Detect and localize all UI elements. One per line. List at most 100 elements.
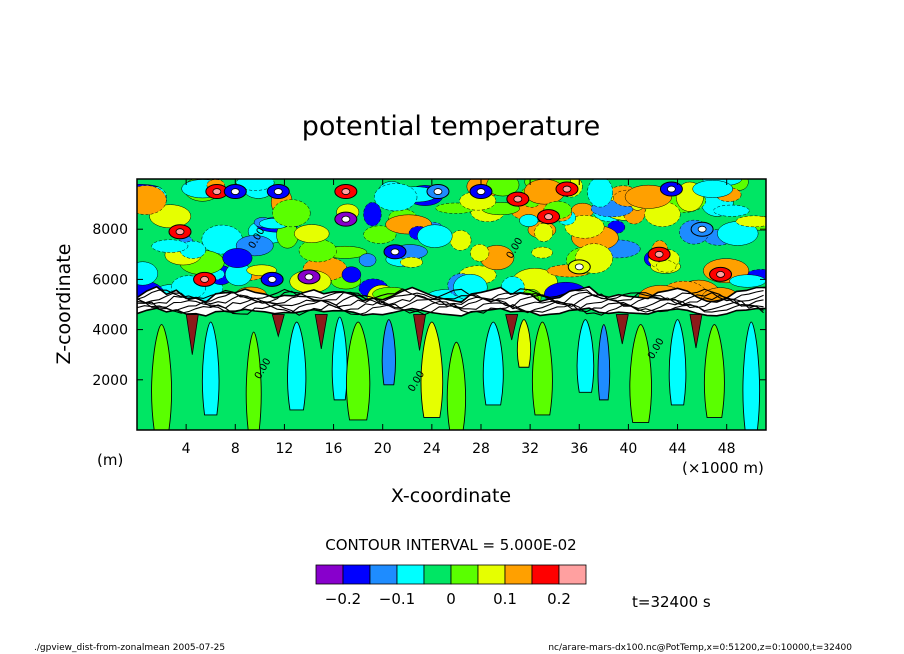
contour-plume — [629, 324, 652, 423]
contour-blob — [655, 260, 677, 273]
contour-cell-core — [230, 188, 240, 195]
contour-cell-core — [654, 250, 664, 258]
contour-cell-core — [697, 225, 707, 233]
footer-right: nc/arare-mars-dx100.nc@PotTemp,x=0:51200… — [548, 643, 852, 653]
contour-blob — [272, 199, 311, 228]
contour-blob — [449, 230, 472, 251]
colorbar-swatch — [450, 564, 479, 585]
contour-wedge — [271, 314, 285, 338]
contour-blob — [358, 253, 377, 267]
contour-blob — [486, 179, 520, 197]
colorbar-swatch — [342, 564, 371, 585]
colorbar-swatch — [504, 564, 533, 585]
contour-plume — [576, 319, 595, 393]
y-tick-label: 6000 — [92, 272, 128, 288]
contour-blob — [137, 261, 159, 286]
contour-cell-core — [175, 228, 185, 236]
interface-layer — [137, 285, 766, 317]
contour-cell-core — [562, 185, 572, 193]
x-tick-label: 44 — [669, 441, 687, 457]
colorbar-label: −0.2 — [325, 590, 361, 608]
contour-blob — [137, 185, 167, 215]
contour-blob — [151, 239, 189, 253]
contour-blob — [293, 224, 330, 243]
contour-blob — [400, 256, 423, 268]
contour-plume — [668, 319, 687, 406]
contour-plume — [151, 324, 172, 430]
x-tick-label: 4 — [182, 441, 191, 457]
contour-plume — [446, 341, 466, 430]
contour-plume — [287, 321, 307, 411]
contour-blob — [624, 184, 673, 209]
interface-contour — [137, 297, 764, 310]
contour-blob — [374, 183, 418, 212]
contour-cell-core — [574, 263, 584, 271]
y-axis-label: Z-coordinate — [53, 244, 75, 365]
contour-plume — [381, 319, 396, 386]
contour-blob — [417, 224, 453, 248]
contour-cell-core — [390, 248, 400, 256]
x-tick-label: 8 — [231, 441, 240, 457]
contour-wedge — [689, 314, 703, 349]
chart-title: potential temperature — [302, 111, 600, 142]
colorbar-label: 0.1 — [493, 590, 517, 608]
contour-plume — [245, 331, 262, 430]
y-tick-label: 4000 — [92, 323, 128, 339]
colorbar-swatch — [315, 564, 344, 585]
colorbar-label: 0.2 — [547, 590, 571, 608]
contour-cell-core — [341, 188, 351, 195]
interface-contour — [137, 288, 764, 301]
interface-contour — [137, 290, 764, 304]
contour-blob — [470, 244, 490, 262]
contour-cell-core — [716, 270, 725, 278]
contour-cell-core — [200, 275, 209, 283]
x-tick-label: 24 — [423, 441, 441, 457]
contour-cell-core — [476, 188, 486, 195]
x-tick-label: 28 — [472, 441, 490, 457]
colorbar-label: 0 — [446, 590, 456, 608]
contour-blob — [713, 204, 750, 217]
colorbar-swatch — [558, 564, 587, 585]
contour-blob — [298, 239, 337, 263]
contour-blob — [222, 248, 253, 268]
contour-cell-core — [304, 273, 314, 281]
contour-cell-core — [544, 213, 553, 221]
time-label: t=32400 s — [632, 593, 711, 611]
plot-area: 0.000.000.000.000.00 — [136, 178, 767, 431]
contour-blob — [531, 246, 553, 259]
contour-blob — [564, 215, 605, 239]
contour-blob — [587, 179, 614, 208]
contour-plume — [532, 321, 553, 416]
contour-blob — [519, 214, 539, 227]
contour-blob — [363, 225, 397, 244]
colorbar: −0.2 −0.1 0 0.1 0.2 — [315, 564, 587, 608]
contour-cell-core — [433, 188, 443, 195]
interface-contour — [137, 294, 764, 308]
contour-plume — [704, 324, 725, 418]
colorbar-swatch — [423, 564, 452, 585]
contour-wedge — [314, 314, 328, 349]
x-unit-left: (m) — [97, 451, 123, 469]
contour-plume — [420, 321, 444, 418]
x-tick-label: 48 — [718, 441, 736, 457]
contour-cell-core — [212, 188, 222, 195]
x-tick-label: 40 — [619, 441, 637, 457]
x-tick-label: 12 — [276, 441, 294, 457]
contour-wedge — [615, 314, 629, 345]
colorbar-swatch — [477, 564, 506, 585]
contour-plume — [597, 324, 611, 401]
plot-frame — [136, 178, 767, 431]
contour-blob — [236, 179, 275, 191]
contour-plume — [482, 321, 504, 406]
x-tick-label: 36 — [570, 441, 588, 457]
contour-cell-core — [341, 215, 351, 223]
x-axis-label: X-coordinate — [391, 485, 511, 507]
contour-blob — [534, 223, 554, 242]
colorbar-swatch — [369, 564, 398, 585]
contour-blob — [729, 274, 766, 288]
contour-cell-core — [513, 195, 523, 203]
contour-blob — [341, 266, 362, 283]
contour-cell-core — [273, 188, 283, 195]
y-tick-label: 2000 — [92, 373, 128, 389]
